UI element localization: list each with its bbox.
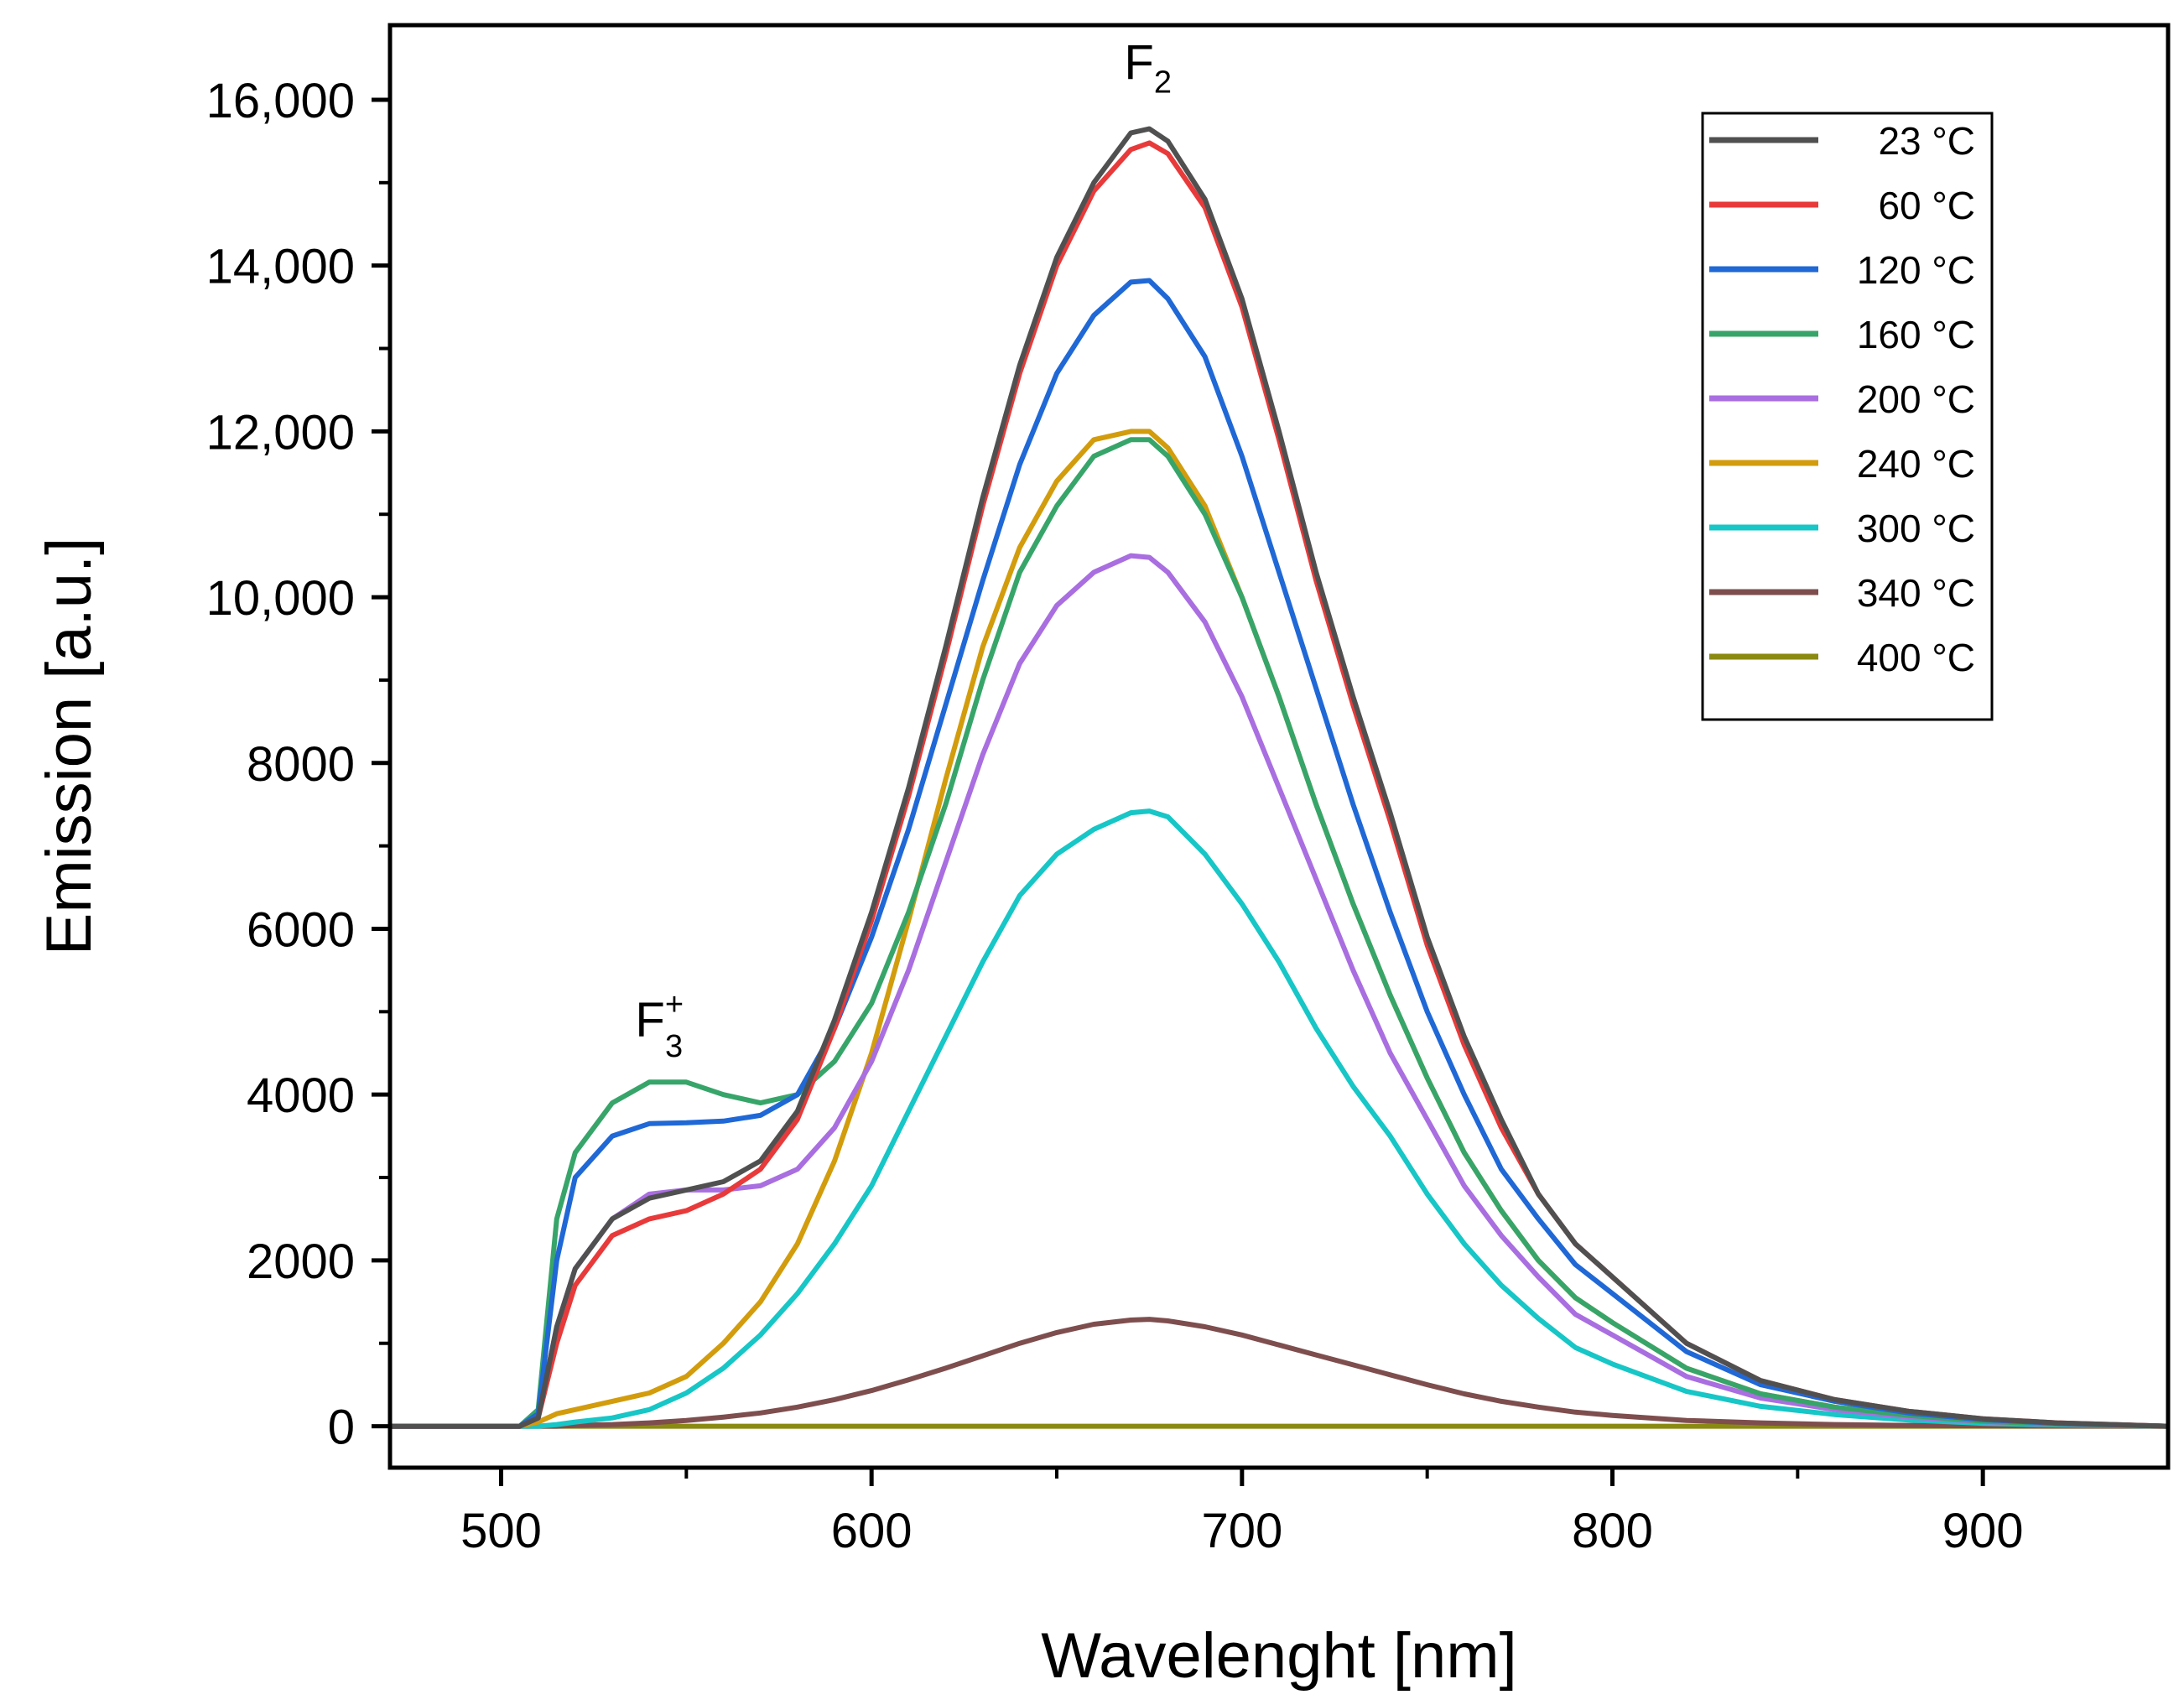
legend-label: 60 °C	[1878, 184, 1975, 227]
annotation-layer: F2 F+ 3	[635, 35, 1172, 1064]
series-line-160C	[390, 437, 2169, 1429]
peak-annotation: F2	[1124, 35, 1172, 100]
plot-frame	[387, 23, 2171, 1470]
ticks-layer: 500 600 700 800 900 0 2000 4000 6000 8000 10,000 12…	[206, 74, 2024, 1558]
y-tick-label: 6000	[247, 902, 355, 957]
y-tick-label: 12,000	[206, 405, 355, 460]
legend-label: 300 °C	[1857, 507, 1975, 550]
x-axis-title: Wavelenght [nm]	[1041, 1620, 1516, 1692]
y-tick-label: 14,000	[206, 240, 355, 294]
peak-annotation: F+ 3	[635, 987, 684, 1064]
y-tick-label: 16,000	[206, 74, 355, 128]
y-tick-label: 4000	[247, 1068, 355, 1123]
legend-box	[1701, 112, 1994, 721]
x-tick-label: 600	[831, 1504, 913, 1558]
y-axis-title: Emission [a.u.]	[34, 538, 105, 955]
series-line-300C	[390, 808, 2169, 1429]
legend-label: 240 °C	[1857, 442, 1975, 486]
y-tick-label: 2000	[247, 1235, 355, 1289]
legend-label: 340 °C	[1857, 571, 1975, 615]
legend: 23 °C 60 °C 120 °C 160 °C 200 °C 240 °C 300 °C…	[1701, 112, 1994, 721]
legend-label: 400 °C	[1857, 636, 1975, 679]
x-tick-label: 800	[1572, 1504, 1653, 1558]
series-line-120C	[390, 278, 2169, 1429]
series-line-340C	[390, 1317, 2169, 1429]
x-tick-label: 900	[1942, 1504, 2024, 1558]
y-tick-label: 10,000	[206, 571, 355, 626]
series-layer	[390, 126, 2169, 1429]
legend-label: 160 °C	[1857, 313, 1975, 356]
legend-label: 120 °C	[1857, 248, 1975, 292]
x-tick-label: 700	[1201, 1504, 1282, 1558]
legend-label: 23 °C	[1878, 119, 1975, 163]
series-line-23C	[390, 126, 2169, 1429]
legend-label: 200 °C	[1857, 377, 1975, 421]
y-tick-label: 0	[328, 1401, 355, 1455]
x-tick-label: 500	[460, 1504, 542, 1558]
y-tick-label: 8000	[247, 737, 355, 792]
